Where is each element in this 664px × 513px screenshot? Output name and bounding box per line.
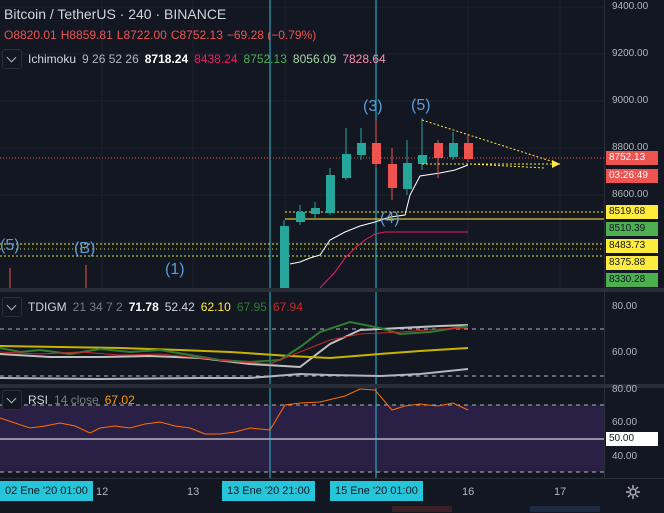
triangle-drawing xyxy=(421,119,561,169)
time-tick-13: 13 xyxy=(187,486,200,498)
tdigm-name: TDIGM xyxy=(28,300,67,314)
tdigm-pane[interactable]: TDIGM 21 34 7 2 71.78 52.42 62.10 67.95 … xyxy=(0,292,604,384)
wave-label-3: (3) xyxy=(363,98,383,115)
ichimoku-value-1: 8718.24 xyxy=(144,52,189,66)
rsi-line xyxy=(0,388,469,435)
level-tag-4: 8375.88 xyxy=(606,256,658,270)
price-tick-8800: 8800.00 xyxy=(612,142,649,153)
ichimoku-base-line xyxy=(319,231,468,288)
rsi-params: 14 close xyxy=(54,393,99,407)
ichimoku-value-2: 8438.24 xyxy=(194,52,238,66)
time-highlight-left: 02 Ene '20 01:00 xyxy=(0,481,93,501)
rsi-tick-80: 80.00 xyxy=(612,384,638,395)
price-chart-canvas xyxy=(0,0,604,288)
time-tick-16: 16 xyxy=(462,486,475,498)
time-tick-17: 17 xyxy=(554,486,567,498)
pane-separator-2[interactable] xyxy=(0,384,664,388)
ohlc-values: O8820.01 H8859.81 L8722.00 C8752.13 −69.28 (… xyxy=(4,28,320,42)
tdigm-legend[interactable]: TDIGM 21 34 7 2 71.78 52.42 62.10 67.95 … xyxy=(0,297,309,317)
tdigm-params: 21 34 7 2 xyxy=(72,300,123,314)
tdigm-value-2: 52.42 xyxy=(164,300,195,314)
wave-label-5-right: (5) xyxy=(411,97,431,114)
ohlc-high: H8859.81 xyxy=(60,28,113,42)
price-pane[interactable]: Bitcoin / TetherUS · 240 · BINANCE O8820… xyxy=(0,0,604,288)
tdigm-value-1: 71.78 xyxy=(128,300,159,314)
ichimoku-params: 9 26 52 26 xyxy=(82,52,139,66)
tdigm-canvas xyxy=(0,292,604,384)
level-tag-3: 8483.73 xyxy=(606,239,658,253)
ohlc-close: C8752.13 xyxy=(170,28,223,42)
rsi-tick-40: 40.00 xyxy=(612,451,638,462)
tdigm-tick-80: 80.00 xyxy=(612,301,638,312)
rsi-canvas xyxy=(0,388,604,478)
ichimoku-legend[interactable]: Ichimoku 9 26 52 26 8718.24 8438.24 8752… xyxy=(0,49,392,69)
rsi-value: 67.02 xyxy=(104,393,135,407)
price-tick-8600: 8600.00 xyxy=(612,189,649,200)
level-tag-1: 8519.68 xyxy=(606,205,658,219)
ichimoku-value-5: 7828.64 xyxy=(342,52,386,66)
ichimoku-value-4: 8056.09 xyxy=(292,52,337,66)
price-tick-9200: 9200.00 xyxy=(612,48,649,59)
wave-label-4: (4) xyxy=(380,210,400,227)
rsi-name: RSI xyxy=(28,393,49,407)
wave-label-1: (1) xyxy=(165,261,185,278)
tdigm-value-3: 62.10 xyxy=(200,300,231,314)
ohlc-low: L8722.00 xyxy=(116,28,167,42)
chevron-down-icon[interactable] xyxy=(2,49,22,69)
time-highlight-right: 15 Ene '20 01:00 xyxy=(330,481,423,501)
rsi-tick-50: 50.00 xyxy=(606,432,658,446)
candles xyxy=(280,118,473,288)
ohlc-open: O8820.01 xyxy=(4,28,57,42)
ichimoku-value-3: 8752.13 xyxy=(243,52,287,66)
wave-label-5-left: (5) xyxy=(0,237,20,254)
ichimoku-conversion-line xyxy=(289,164,469,265)
tdigm-value-4: 67.95 xyxy=(236,300,267,314)
last-price-tag: 8752.13 xyxy=(606,151,658,165)
bottom-blue-strip xyxy=(530,506,600,512)
countdown-tag: 03:26:49 xyxy=(606,169,658,183)
rsi-legend[interactable]: RSI 14 close 67.02 xyxy=(0,390,141,410)
chevron-down-icon[interactable] xyxy=(2,297,22,317)
price-tick-9400: 9400.00 xyxy=(612,1,649,12)
wave-label-b: (B) xyxy=(74,240,96,257)
rsi-tick-60: 60.00 xyxy=(612,417,638,428)
tdigm-axis[interactable] xyxy=(604,292,664,384)
bottom-red-strip xyxy=(392,506,452,512)
tdigm-line-red xyxy=(0,327,469,365)
rsi-pane[interactable]: RSI 14 close 67.02 xyxy=(0,388,604,478)
ichimoku-name: Ichimoku xyxy=(28,52,77,66)
tdigm-tick-60: 60.00 xyxy=(612,347,638,358)
tdigm-value-5: 67.94 xyxy=(272,300,303,314)
level-tag-5: 8330.28 xyxy=(606,273,658,287)
tdigm-line-yellow xyxy=(0,345,469,360)
chevron-down-icon[interactable] xyxy=(2,390,22,410)
level-tag-2: 8510.39 xyxy=(606,222,658,236)
ohlc-change: −69.28 (−0.79%) xyxy=(226,28,317,42)
tdigm-line-white xyxy=(0,324,469,369)
gear-icon[interactable] xyxy=(625,484,641,500)
price-tick-9000: 9000.00 xyxy=(612,95,649,106)
symbol-title[interactable]: Bitcoin / TetherUS · 240 · BINANCE xyxy=(4,6,227,22)
time-tick-12: 12 xyxy=(96,486,109,498)
tdigm-line-bottom xyxy=(0,368,469,381)
time-highlight-mid: 13 Ene '20 21:00 xyxy=(222,481,315,501)
pane-separator-1[interactable] xyxy=(0,288,664,292)
